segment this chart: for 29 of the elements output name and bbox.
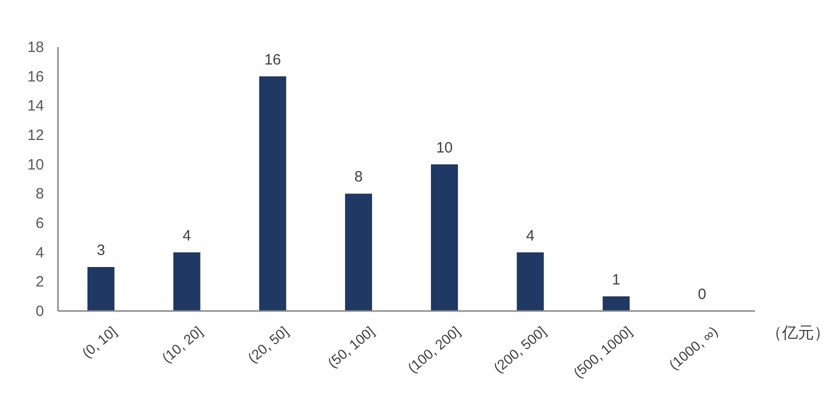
x-tick-label: (20, 50] (244, 323, 292, 366)
x-tick-label: (10, 20] (158, 323, 206, 366)
data-label: 0 (698, 286, 706, 303)
bar (430, 164, 458, 311)
data-label: 4 (182, 227, 191, 244)
bar (173, 252, 200, 311)
y-tick-label: 0 (36, 303, 44, 320)
bar (87, 267, 114, 311)
x-axis-title: （亿元） (766, 325, 830, 342)
data-label: 10 (436, 139, 453, 156)
y-tick-label: 6 (36, 215, 44, 232)
bar (259, 76, 286, 311)
y-tick-label: 10 (27, 156, 44, 174)
data-label: 8 (354, 168, 363, 186)
data-label: 1 (612, 271, 620, 288)
data-label: 4 (526, 227, 534, 244)
y-tick-label: 2 (36, 274, 44, 291)
data-label: 16 (264, 51, 282, 68)
bar (516, 252, 544, 311)
y-tick-label: 8 (36, 186, 44, 203)
y-tick-label: 16 (27, 68, 44, 86)
y-tick-label: 12 (27, 127, 44, 144)
y-tick-label: 14 (27, 98, 44, 115)
x-tick-label: (0, 10] (78, 323, 120, 361)
bar (345, 194, 372, 311)
y-tick-label: 4 (36, 244, 44, 262)
data-label: 3 (96, 242, 106, 259)
bar (602, 296, 630, 311)
y-tick-label: 18 (27, 39, 44, 56)
